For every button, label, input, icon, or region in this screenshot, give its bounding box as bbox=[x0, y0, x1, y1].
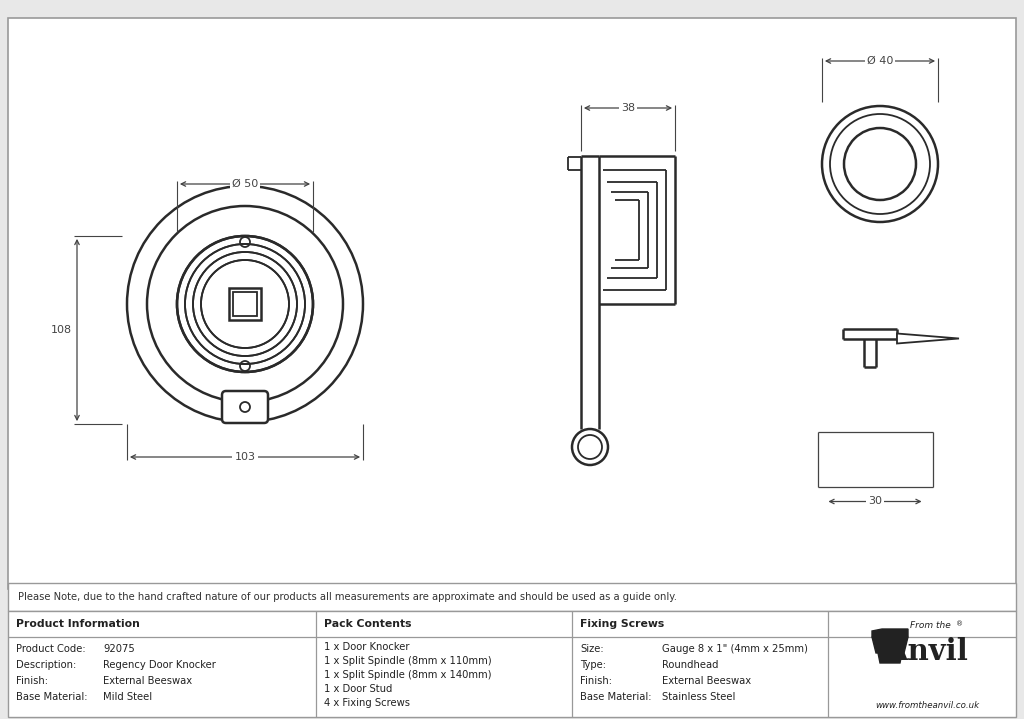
Text: Description:: Description: bbox=[16, 660, 76, 670]
Polygon shape bbox=[878, 653, 902, 663]
Polygon shape bbox=[897, 334, 959, 344]
Text: 108: 108 bbox=[50, 325, 72, 335]
Text: Base Material:: Base Material: bbox=[580, 692, 651, 702]
Text: Regency Door Knocker: Regency Door Knocker bbox=[103, 660, 216, 670]
Text: Size:: Size: bbox=[580, 644, 603, 654]
Text: From the: From the bbox=[909, 620, 950, 630]
FancyBboxPatch shape bbox=[222, 391, 268, 423]
Bar bbox=[233, 292, 257, 316]
Text: Finish:: Finish: bbox=[580, 676, 612, 686]
Text: Finish:: Finish: bbox=[16, 676, 48, 686]
Text: Fixing Screws: Fixing Screws bbox=[580, 619, 665, 629]
Text: External Beeswax: External Beeswax bbox=[103, 676, 193, 686]
Text: Pack Contents: Pack Contents bbox=[324, 619, 412, 629]
Text: Gauge 8 x 1" (4mm x 25mm): Gauge 8 x 1" (4mm x 25mm) bbox=[662, 644, 808, 654]
Text: Mild Steel: Mild Steel bbox=[103, 692, 153, 702]
Bar bbox=[229, 288, 261, 320]
Text: 1 x Door Knocker: 1 x Door Knocker bbox=[324, 642, 410, 652]
Text: Ø 50: Ø 50 bbox=[231, 179, 258, 189]
Bar bbox=[8, 583, 1016, 611]
Text: External Beeswax: External Beeswax bbox=[662, 676, 752, 686]
Polygon shape bbox=[872, 629, 908, 637]
Circle shape bbox=[178, 237, 312, 371]
Text: 1 x Split Spindle (8mm x 110mm): 1 x Split Spindle (8mm x 110mm) bbox=[324, 656, 492, 666]
Text: Roundhead: Roundhead bbox=[662, 660, 719, 670]
Text: www.fromtheanvil.co.uk: www.fromtheanvil.co.uk bbox=[874, 700, 979, 710]
Text: 30: 30 bbox=[868, 497, 882, 506]
Text: 38: 38 bbox=[621, 103, 635, 113]
Text: 1 x Door Stud: 1 x Door Stud bbox=[324, 684, 392, 694]
Polygon shape bbox=[872, 637, 908, 653]
Text: 4 x Fixing Screws: 4 x Fixing Screws bbox=[324, 698, 410, 708]
Bar bbox=[8, 18, 1016, 589]
Text: Product Information: Product Information bbox=[16, 619, 140, 629]
Text: 1 x Split Spindle (8mm x 140mm): 1 x Split Spindle (8mm x 140mm) bbox=[324, 670, 492, 680]
Text: Anvil: Anvil bbox=[886, 636, 969, 666]
Text: Product Code:: Product Code: bbox=[16, 644, 86, 654]
Text: ®: ® bbox=[956, 621, 964, 627]
Text: Ø 40: Ø 40 bbox=[866, 56, 893, 66]
Text: Please Note, due to the hand crafted nature of our products all measurements are: Please Note, due to the hand crafted nat… bbox=[18, 592, 677, 602]
Text: 103: 103 bbox=[234, 452, 256, 462]
Bar bbox=[8, 611, 1016, 717]
Text: Stainless Steel: Stainless Steel bbox=[662, 692, 735, 702]
Text: Type:: Type: bbox=[580, 660, 606, 670]
Text: 92075: 92075 bbox=[103, 644, 135, 654]
Text: Base Material:: Base Material: bbox=[16, 692, 87, 702]
